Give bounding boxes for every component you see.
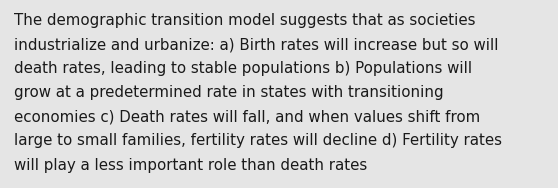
Text: The demographic transition model suggests that as societies: The demographic transition model suggest…: [14, 13, 475, 28]
Text: industrialize and urbanize: a) Birth rates will increase but so will: industrialize and urbanize: a) Birth rat…: [14, 37, 498, 52]
Text: large to small families, fertility rates will decline d) Fertility rates: large to small families, fertility rates…: [14, 133, 502, 149]
Text: economies c) Death rates will fall, and when values shift from: economies c) Death rates will fall, and …: [14, 109, 480, 124]
Text: grow at a predetermined rate in states with transitioning: grow at a predetermined rate in states w…: [14, 85, 444, 100]
Text: will play a less important role than death rates: will play a less important role than dea…: [14, 158, 367, 173]
Text: death rates, leading to stable populations b) Populations will: death rates, leading to stable populatio…: [14, 61, 472, 76]
